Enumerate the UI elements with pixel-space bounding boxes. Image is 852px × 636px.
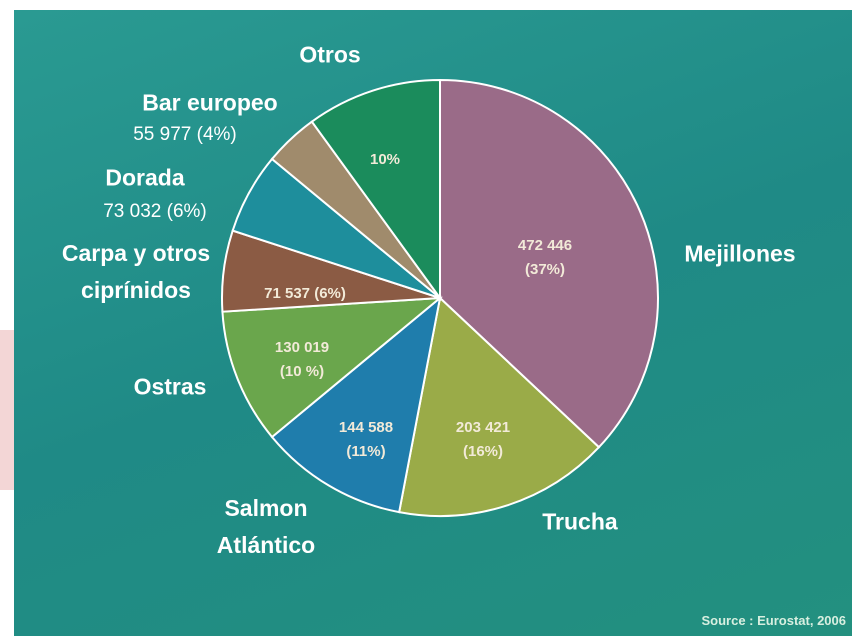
slice-label: Dorada xyxy=(105,164,185,191)
amount-label: 203 421 xyxy=(455,419,511,436)
pie-slice xyxy=(221,296,444,439)
value-label: (6%) xyxy=(314,285,346,302)
amount-label: 55 977 xyxy=(133,124,192,145)
inside-label: 203 421 (16%) xyxy=(456,416,510,464)
value-label: (16%) xyxy=(462,443,504,460)
pie-slice xyxy=(439,78,659,449)
amount-label: 73 032 xyxy=(103,201,162,222)
edge-decoration xyxy=(0,330,14,490)
inside-label: 130 019 (10 %) xyxy=(275,336,329,384)
inside-label: 10% xyxy=(370,148,400,172)
outside-value: 55 977 (4%) xyxy=(133,124,237,146)
slice-label: Ostras xyxy=(133,373,207,400)
outside-value: 73 032 (6%) xyxy=(103,201,207,223)
slice-label: Salmon Atlántico xyxy=(216,495,316,558)
slice-label: Mejillones xyxy=(684,240,796,267)
slice-label: Carpa y otros ciprínidos xyxy=(61,240,211,303)
inside-label: 144 588 (11%) xyxy=(339,416,393,464)
pie-slice xyxy=(310,78,441,302)
slice-label: Otros xyxy=(299,41,361,68)
pie-slice xyxy=(270,295,442,514)
value-label: 10% xyxy=(369,151,401,168)
value-label: (11%) xyxy=(346,443,386,460)
inside-label: 472 446 (37%) xyxy=(518,234,572,282)
value-label: (4%) xyxy=(196,124,237,145)
amount-label: 130 019 xyxy=(274,339,330,356)
value-label: (10 %) xyxy=(279,363,325,380)
value-label: (37%) xyxy=(524,261,566,278)
slice-label: Bar europeo xyxy=(142,89,278,116)
value-label: (6%) xyxy=(166,201,207,222)
slice-label: Trucha xyxy=(542,508,618,535)
inside-label: 71 537 (6%) xyxy=(264,282,346,306)
source: Source : Eurostat, 2006 xyxy=(701,613,847,628)
amount-label: 144 588 xyxy=(338,419,394,436)
pie-slice xyxy=(397,296,601,517)
amount-label: 472 446 xyxy=(517,237,573,254)
amount-label: 71 537 xyxy=(264,285,311,302)
